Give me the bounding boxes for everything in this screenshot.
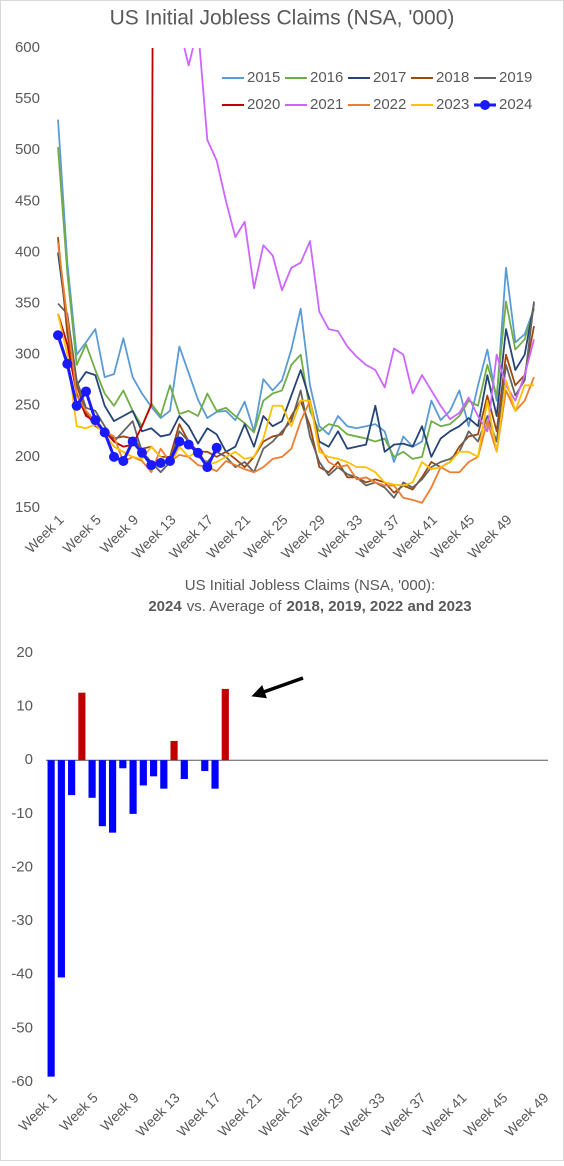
y-tick-label: 200 [15,448,40,465]
series-marker [155,458,166,469]
series-marker [71,400,82,411]
bar [98,760,106,827]
y-tick-label: -40 [11,966,33,983]
bar [68,760,76,796]
y-tick-label: 600 [15,39,40,56]
bar [129,760,137,814]
bar [109,760,117,833]
series-marker [193,447,203,458]
y-tick-label: 450 [15,192,40,209]
y-tick-label: 10 [16,698,33,715]
legend-label: 2022 [373,96,406,113]
series-marker [53,330,63,341]
y-tick-label: 250 [15,397,40,414]
bar [139,760,147,786]
bar [160,760,168,789]
bar [149,760,158,777]
bar [57,760,65,978]
legend-label: 2018 [436,69,469,86]
bar [180,760,188,780]
series-marker [90,415,101,426]
legend-label: 2019 [499,69,532,86]
series-marker [118,455,129,466]
legend-label: 2023 [436,96,469,113]
bar [170,740,178,761]
legend-label: 2024 [499,96,532,113]
series-marker [127,436,138,447]
series-line [57,313,534,487]
subtitle-part: 2024 [148,598,182,615]
bar [78,692,86,761]
series-marker [81,386,91,397]
y-tick-label: 150 [15,499,40,516]
legend-label: 2016 [310,69,343,86]
series-line [57,119,535,463]
subtitle-part: vs. Average of [187,598,283,615]
y-tick-label: -30 [11,912,33,929]
y-tick-label: -60 [11,1073,33,1090]
series-marker [183,439,194,450]
series-marker [109,451,119,462]
legend-label: 2021 [310,96,343,113]
y-tick-label: 500 [15,141,40,158]
legend-marker [480,100,490,110]
series-marker [165,455,175,466]
y-tick-label: 20 [16,644,33,661]
y-tick-label: 350 [15,295,40,312]
y-tick-label: -10 [11,805,33,822]
chart-subtitle: 2024 vs. Average of 2018, 2019, 2022 and 2… [148,598,471,615]
chart-title: US Initial Jobless Claims (NSA, '000) [110,7,455,30]
bar [221,688,229,761]
bar [119,760,127,769]
series-marker [62,358,73,369]
series-line [57,147,535,460]
legend-label: 2015 [247,69,280,86]
series-marker [174,436,185,447]
plot-area [53,48,535,504]
bar [47,760,55,1077]
y-tick-label: -50 [11,1019,33,1036]
bar [211,760,219,789]
y-tick-label: -20 [11,858,33,875]
series-marker [211,442,222,453]
annotation-arrow [251,676,304,699]
series-marker [99,427,110,438]
y-tick-label: 0 [25,751,33,768]
series-marker [137,447,147,458]
bar [88,760,96,798]
bar [201,760,209,771]
series-marker [202,462,213,473]
legend-label: 2017 [373,69,406,86]
series-marker [146,460,157,471]
y-tick-label: 400 [15,243,40,260]
y-tick-label: 550 [15,90,40,107]
legend-label: 2020 [247,96,280,113]
subtitle-part: 2018, 2019, 2022 and 2023 [287,598,472,615]
series-line [57,252,535,458]
y-tick-label: 300 [15,346,40,363]
series-line [183,48,535,433]
series-line [57,242,535,504]
chart-title: US Initial Jobless Claims (NSA, '000): [185,577,435,594]
